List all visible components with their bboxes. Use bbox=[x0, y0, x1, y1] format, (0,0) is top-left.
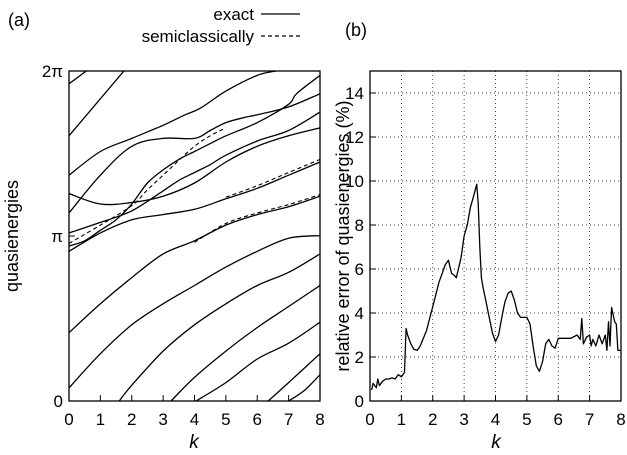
panel-a-xtick-label-7: 7 bbox=[284, 410, 293, 429]
panel-b-xlabel: k bbox=[491, 432, 502, 453]
panel-b-ytick-label-12: 12 bbox=[345, 128, 364, 147]
legend-entry-exact: exact bbox=[213, 5, 254, 24]
panel-a-ytick-label-pi: π bbox=[51, 227, 63, 246]
exact-curve-13 bbox=[267, 353, 320, 401]
relative-error-curve bbox=[370, 183, 621, 391]
exact-curve-10 bbox=[118, 253, 320, 401]
exact-curve-9 bbox=[69, 234, 320, 389]
panel-a-ylabel: quasienergies bbox=[2, 180, 22, 292]
panel-b-xtick-label-6: 6 bbox=[554, 410, 563, 429]
panel-b-grid bbox=[370, 71, 621, 401]
panel-a-ytick-label-0: 0 bbox=[54, 392, 63, 411]
panel-a-frame bbox=[68, 70, 321, 402]
semiclassical-curve-15 bbox=[69, 127, 227, 244]
panel-a-xtick-label-8: 8 bbox=[315, 410, 324, 429]
panel-b-ytick-label-8: 8 bbox=[355, 216, 364, 235]
exact-curve-1 bbox=[69, 71, 87, 85]
exact-curve-5 bbox=[69, 74, 320, 247]
panel-a-xtick-label-5: 5 bbox=[221, 410, 230, 429]
legend-entry-semiclassically: semiclassically bbox=[142, 27, 255, 46]
exact-curve-12 bbox=[195, 321, 320, 401]
panel-a-xtick-label-1: 1 bbox=[96, 410, 105, 429]
panel-b-ytick-label-6: 6 bbox=[355, 260, 364, 279]
exact-curve-8 bbox=[69, 195, 320, 334]
exact-curve-3 bbox=[69, 93, 320, 214]
semiclassical-curve-16 bbox=[225, 158, 320, 198]
panel-b-xtick-label-8: 8 bbox=[616, 410, 625, 429]
panel-a-xtick-label-0: 0 bbox=[64, 410, 73, 429]
panel-a-xtick-label-4: 4 bbox=[190, 410, 199, 429]
exact-curve-2 bbox=[69, 71, 277, 176]
panel-b-xtick-label-4: 4 bbox=[491, 410, 500, 429]
exact-curve-14 bbox=[288, 374, 320, 401]
panel-b-label: (b) bbox=[345, 20, 367, 40]
panel-a-xtick-label-2: 2 bbox=[127, 410, 136, 429]
panel-b-xtick-label-1: 1 bbox=[397, 410, 406, 429]
panel-b-xtick-label-5: 5 bbox=[522, 410, 531, 429]
legend: exact semiclassically bbox=[142, 5, 300, 46]
panel-b-ytick-label-0: 0 bbox=[355, 392, 364, 411]
exact-curve-6 bbox=[69, 111, 320, 234]
panel-a-xtick-label-3: 3 bbox=[158, 410, 167, 429]
exact-curve-11 bbox=[170, 284, 320, 401]
panel-b-series bbox=[370, 183, 621, 391]
exact-curve-0 bbox=[69, 71, 125, 137]
panel-a-label: (a) bbox=[8, 10, 30, 30]
panel-a-ytick-label-2pi: 2π bbox=[42, 62, 63, 81]
panel-a: (a) exact semiclassically 0 1 2 3 4 5 6 7 80π2π … bbox=[2, 5, 325, 453]
panel-b-ytick-label-4: 4 bbox=[355, 304, 364, 323]
panel-b-xtick-label-0: 0 bbox=[365, 410, 374, 429]
semiclassical-curve-17 bbox=[194, 194, 320, 243]
panel-b-xtick-label-3: 3 bbox=[459, 410, 468, 429]
panel-b-frame bbox=[369, 70, 622, 402]
panel-a-xtick-label-6: 6 bbox=[253, 410, 262, 429]
panel-b-xtick-label-2: 2 bbox=[428, 410, 437, 429]
panel-b-ytick-label-14: 14 bbox=[345, 84, 364, 103]
panel-a-ticks: 0 1 2 3 4 5 6 7 8 0 π 2π bbox=[42, 62, 325, 429]
panel-b-ylabel: relative error of quasienergies (%) bbox=[333, 100, 353, 371]
panel-b-ytick-label-2: 2 bbox=[355, 348, 364, 367]
exact-curve-4 bbox=[69, 127, 320, 206]
exact-curve-7 bbox=[69, 161, 320, 252]
panel-b-xtick-label-7: 7 bbox=[585, 410, 594, 429]
panel-b-ytick-label-10: 10 bbox=[345, 172, 364, 191]
panel-a-xlabel: k bbox=[189, 432, 200, 453]
panel-a-series bbox=[69, 71, 320, 401]
